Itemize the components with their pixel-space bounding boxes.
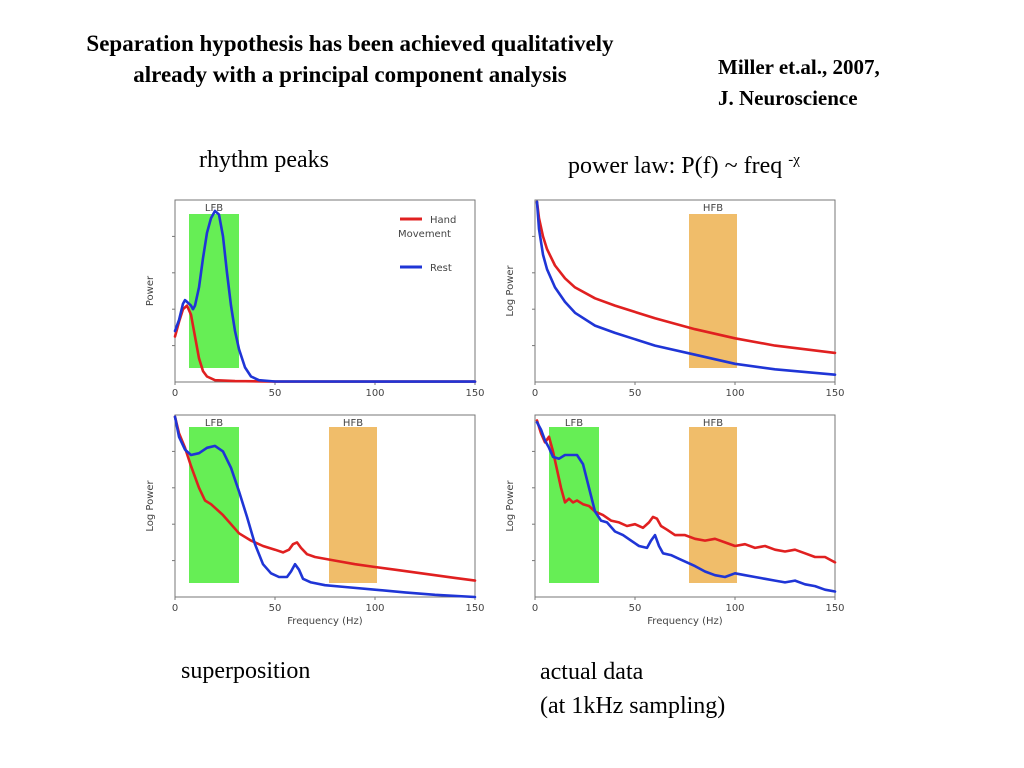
caption-actual-data: actual data (at 1kHz sampling) <box>540 655 725 723</box>
series-line-hand-movement <box>173 415 477 582</box>
band-lfb <box>549 427 599 583</box>
legend-label-rest: Rest <box>430 263 452 274</box>
x-tick-label: 50 <box>629 388 642 399</box>
plot-frame <box>174 414 476 598</box>
chart-rhythm-peaks: LFB 0 50 100 150 Power Hand Movement Rest <box>135 190 495 405</box>
y-axis-label: Log Power <box>505 264 516 316</box>
caption-actual-data-line-2: (at 1kHz sampling) <box>540 693 726 719</box>
legend-label-hand-line2: Movement <box>398 229 451 240</box>
series-line-hand-movement <box>535 419 837 564</box>
band-hfb <box>689 427 737 583</box>
citation-line-1: Miller et.al., 2007, <box>718 55 880 79</box>
y-axis-label: Log Power <box>505 479 516 531</box>
x-tick-label: 150 <box>465 388 484 399</box>
plot-frame <box>534 414 836 598</box>
band-label-hfb: HFB <box>703 418 723 429</box>
slide-title: Separation hypothesis has been achieved … <box>86 31 614 87</box>
band-hfb <box>689 214 737 368</box>
chart-superposition: LFB HFB 0 50 100 150 Log Power Frequency (Hz) <box>135 405 495 635</box>
band-label-lfb: LFB <box>205 418 223 429</box>
chart-actual-data: LFB HFB 0 50 100 150 Log Power Frequency (Hz) <box>495 405 855 635</box>
x-tick-label: 100 <box>725 603 744 614</box>
chart-superposition-svg: LFB HFB 0 50 100 150 Log Power Frequency (Hz) <box>145 414 485 627</box>
x-axis-label: Frequency (Hz) <box>647 616 723 627</box>
x-tick-label: 0 <box>172 388 178 399</box>
chart-power-law: HFB 0 50 100 150 Log Power <box>495 190 855 405</box>
x-tick-label: 150 <box>825 603 844 614</box>
caption-power-law-text: power law: P(f) ~ freq <box>568 153 789 179</box>
plot-frame <box>534 199 836 383</box>
caption-power-law: power law: P(f) ~ freq -χ <box>568 144 800 182</box>
band-hfb <box>329 427 377 583</box>
legend-label-hand: Hand <box>430 215 456 226</box>
x-tick-label: 150 <box>825 388 844 399</box>
band-label-hfb: HFB <box>343 418 363 429</box>
caption-superposition: superposition <box>181 658 311 684</box>
band-label-lfb: LFB <box>205 203 223 214</box>
x-tick-label: 50 <box>269 603 282 614</box>
x-tick-label: 100 <box>365 388 384 399</box>
band-label-lfb: LFB <box>565 418 583 429</box>
x-tick-label: 100 <box>365 603 384 614</box>
series-line-rest <box>535 200 837 376</box>
x-tick-label: 50 <box>269 388 282 399</box>
series-line-rest <box>173 209 477 383</box>
citation: Miller et.al., 2007, J. Neuroscience <box>718 52 880 114</box>
x-tick-label: 0 <box>172 603 178 614</box>
x-axis-label: Frequency (Hz) <box>287 616 363 627</box>
caption-rhythm-peaks: rhythm peaks <box>199 147 329 173</box>
x-tick-label: 50 <box>629 603 642 614</box>
x-tick-label: 0 <box>532 603 538 614</box>
chart-rhythm-peaks-svg: LFB 0 50 100 150 Power Hand Movement Rest <box>145 199 485 399</box>
series-line-rest <box>173 415 477 599</box>
y-axis-label: Log Power <box>145 479 156 531</box>
caption-actual-data-line-1: actual data <box>540 659 644 685</box>
band-label-hfb: HFB <box>703 203 723 214</box>
y-axis-label: Power <box>145 275 156 306</box>
band-lfb <box>189 427 239 583</box>
x-tick-label: 0 <box>532 388 538 399</box>
chart-actual-data-svg: LFB HFB 0 50 100 150 Log Power Frequency (Hz) <box>505 414 845 627</box>
series-line-hand-movement <box>173 304 477 383</box>
series-line-rest <box>535 420 837 593</box>
citation-line-2: J. Neuroscience <box>718 86 858 110</box>
caption-power-law-exponent: -χ <box>788 152 800 168</box>
series-line-hand-movement <box>535 200 837 355</box>
x-tick-label: 150 <box>465 603 484 614</box>
x-tick-label: 100 <box>725 388 744 399</box>
chart-power-law-svg: HFB 0 50 100 150 Log Power <box>505 199 845 399</box>
